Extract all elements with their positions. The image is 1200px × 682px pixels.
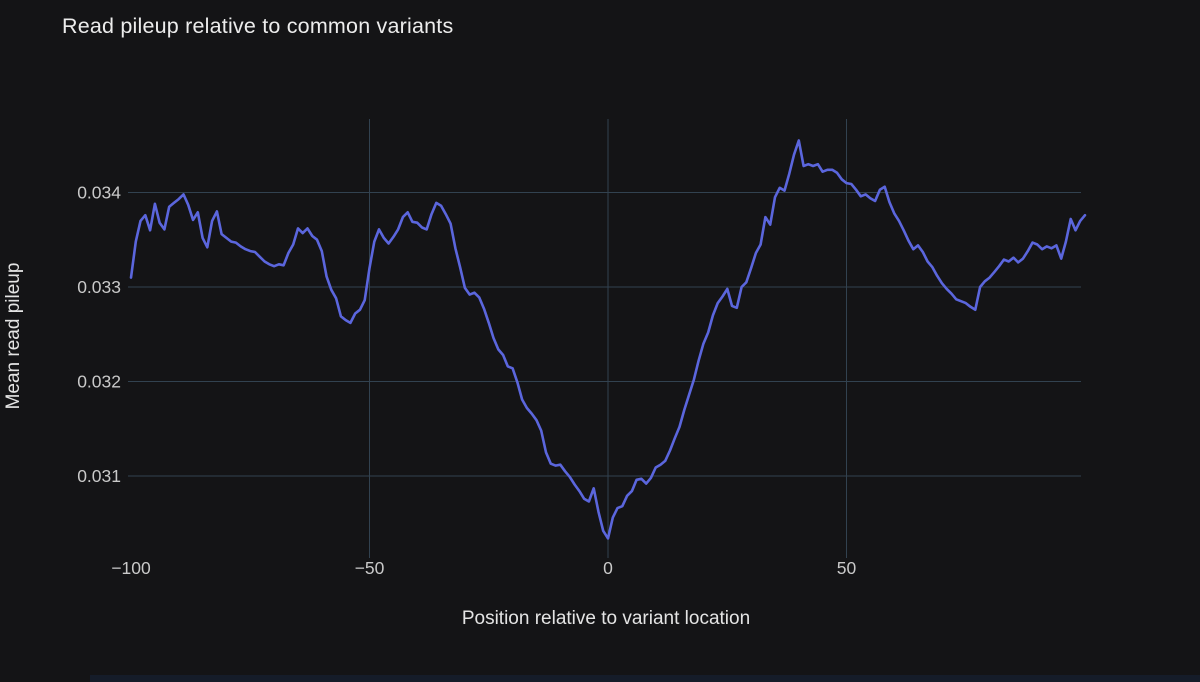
bottom-accent-strip	[90, 675, 1200, 682]
x-tick-label: −100	[111, 558, 151, 578]
x-axis-title: Position relative to variant location	[461, 608, 751, 629]
y-tick-label: 0.034	[77, 183, 121, 203]
x-tick-label: 0	[603, 558, 613, 578]
pileup-series-line[interactable]	[129, 139, 1087, 540]
y-tick-label: 0.031	[77, 466, 121, 486]
y-tick-label: 0.032	[77, 372, 121, 392]
y-axis-title: Mean read pileup	[3, 262, 24, 410]
x-tick-label: 50	[837, 558, 857, 578]
x-tick-label: −50	[355, 558, 385, 578]
y-tick-label: 0.033	[77, 277, 121, 297]
chart-title: Read pileup relative to common variants	[62, 14, 454, 38]
